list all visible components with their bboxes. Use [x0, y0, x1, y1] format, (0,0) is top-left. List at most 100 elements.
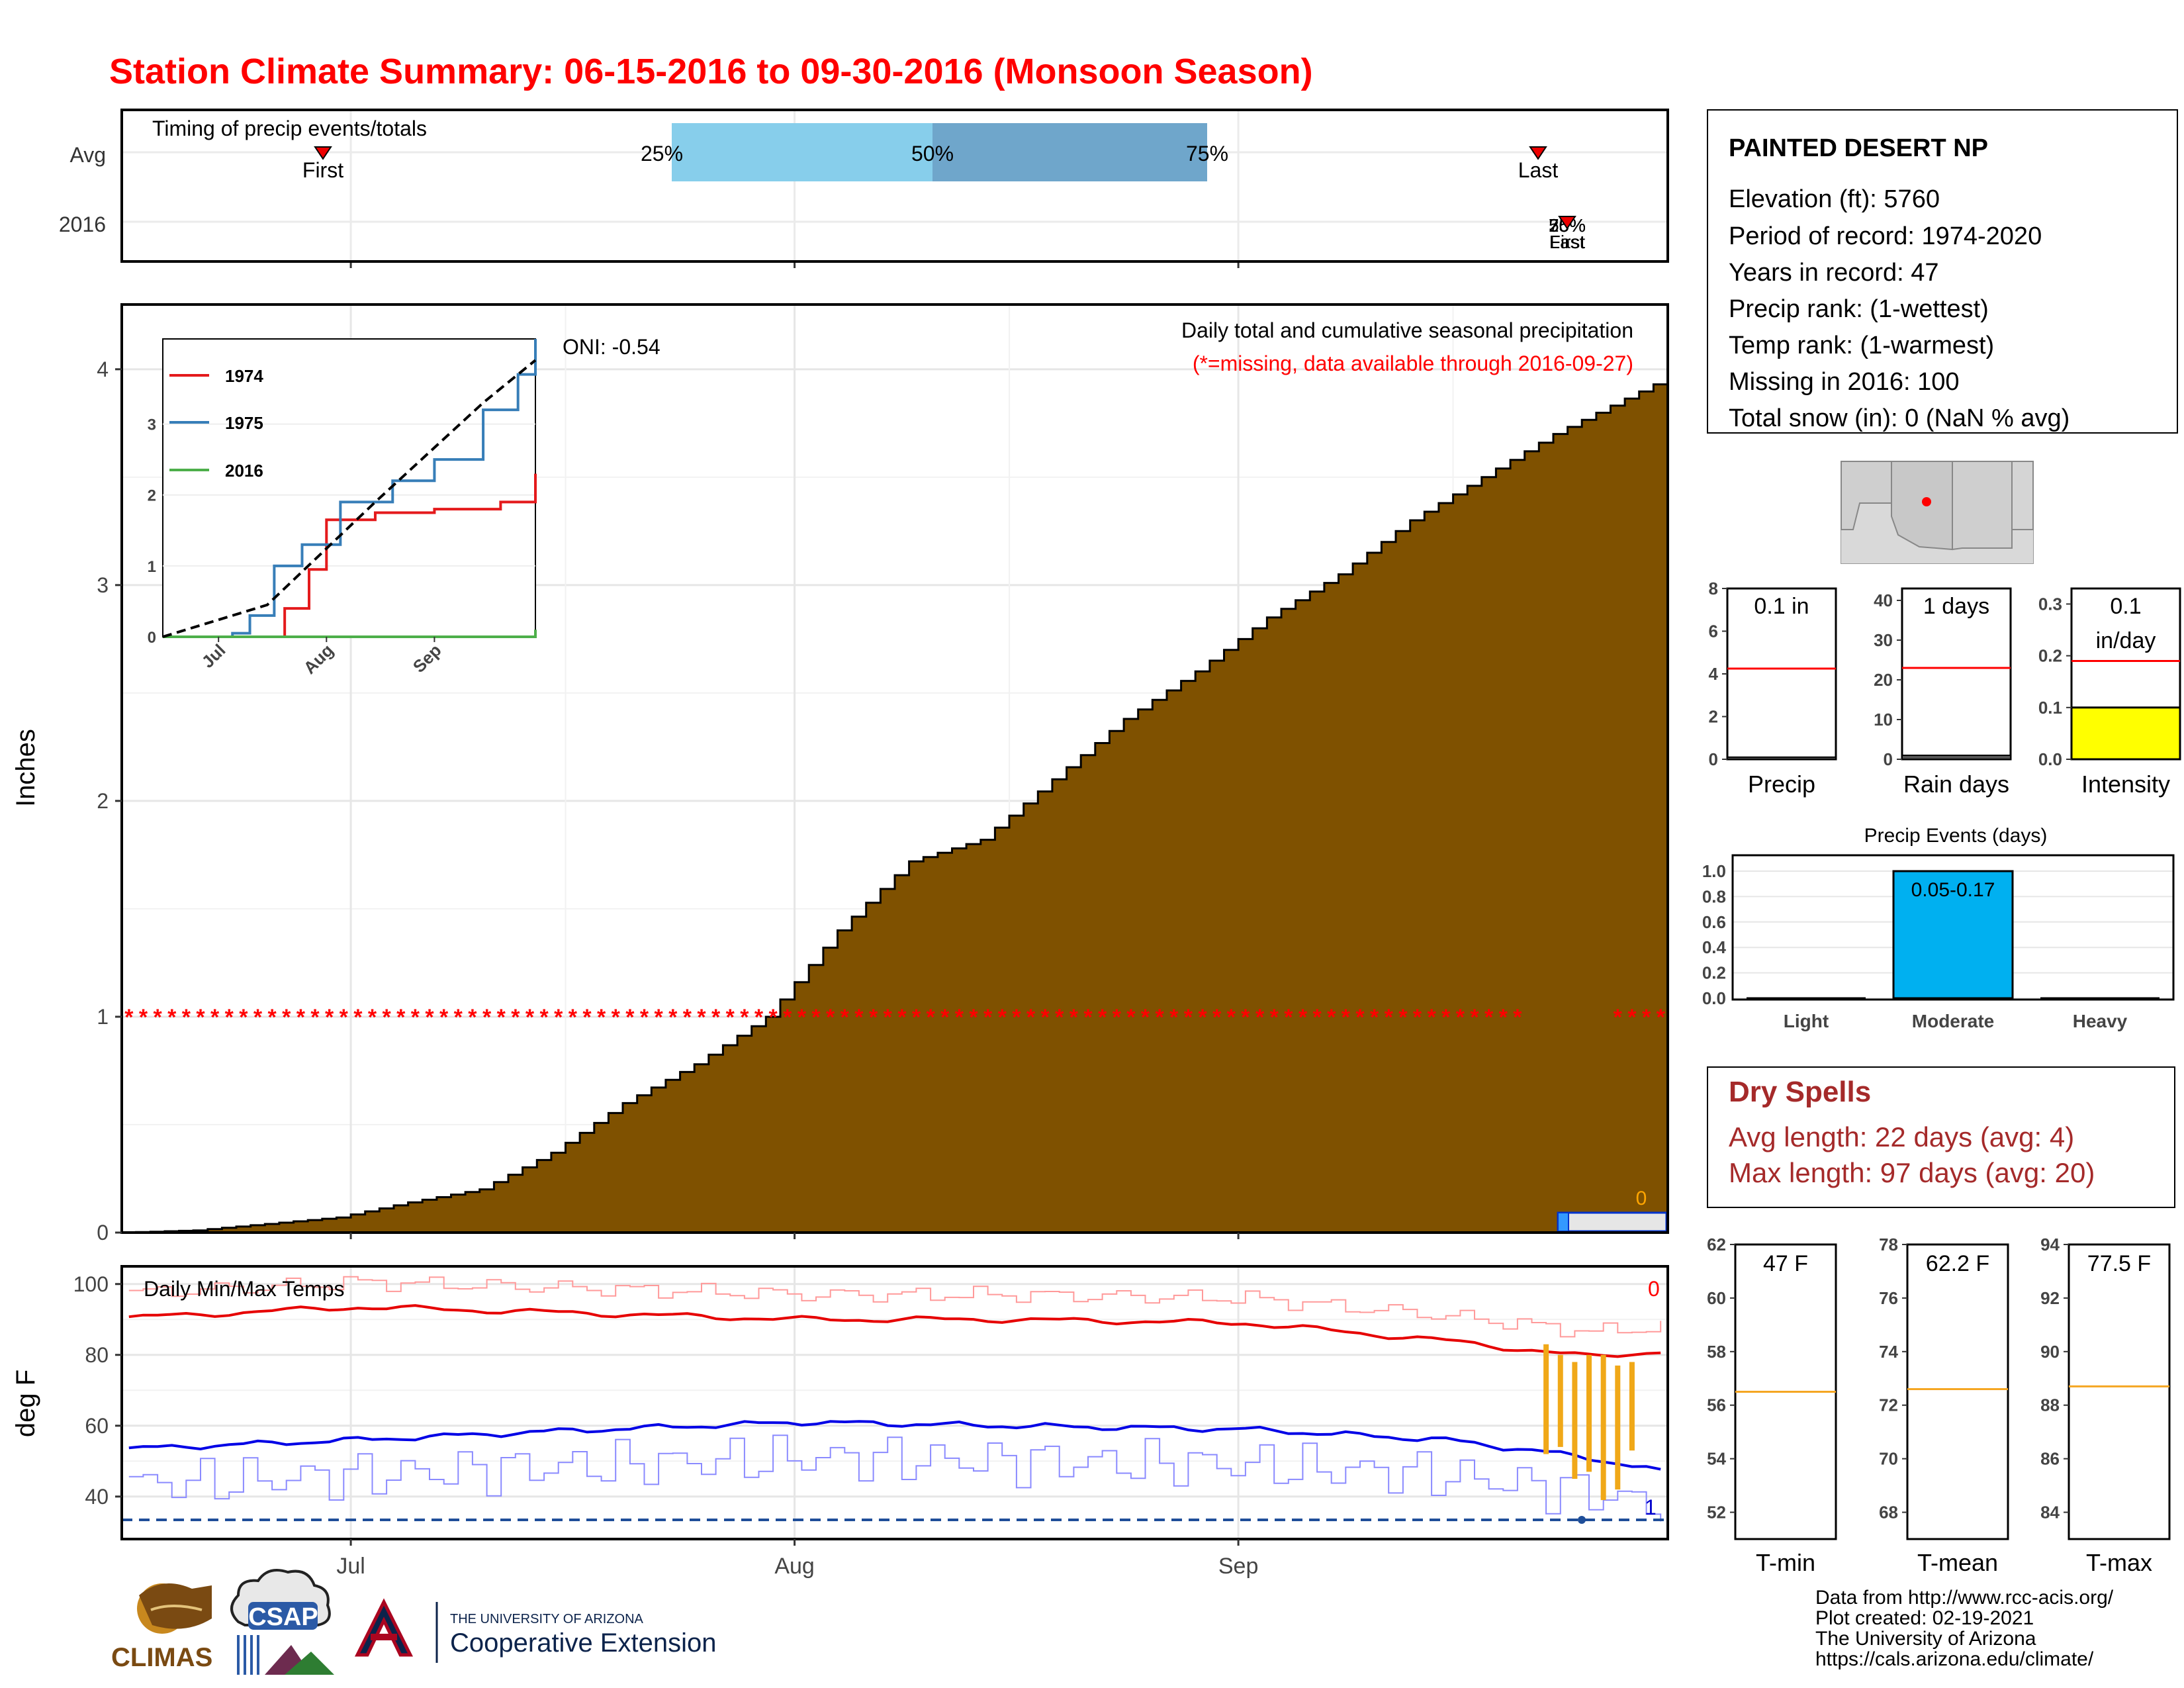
tmax-ytick: 90 [2040, 1342, 2060, 1362]
rain-days-ytick: 40 [1874, 590, 1893, 610]
missing-marker: * [1470, 1005, 1479, 1030]
tmin-ytick: 52 [1707, 1503, 1726, 1523]
climas-logo-text: CLIMAS [111, 1643, 212, 1672]
station-line-2: Period of record: 1974-2020 [1729, 222, 2042, 250]
precip-ytick: 2 [97, 789, 109, 813]
missing-marker: * [998, 1005, 1007, 1030]
dry-spells-avg: Avg length: 22 days (avg: 4) [1729, 1121, 2074, 1152]
missing-marker: * [1427, 1005, 1436, 1030]
pct-bar-50-75 [933, 123, 1207, 181]
precip-ytick: 0 [1709, 749, 1718, 769]
inset-series-line [163, 473, 537, 638]
timing-row-2016: 2016 [59, 212, 106, 236]
cumulative-precip-area [122, 383, 1669, 1234]
events-bar-moderate [1892, 870, 2014, 1000]
missing-marker: * [368, 1005, 377, 1030]
credit-line-2: Plot created: 02-19-2021 [1815, 1607, 2034, 1629]
month-xtick: Sep [1218, 1554, 1259, 1579]
missing-marker: * [625, 1005, 635, 1030]
tmean-ytick: 68 [1879, 1503, 1898, 1523]
precip-label: Precip [1748, 771, 1815, 798]
precip-panel: * * * * * * * * * * * * * * * * * * * * * * * * * * * * * * * * * * * * * * * *… [11, 303, 1669, 1244]
missing-marker: * [1385, 1005, 1394, 1030]
last-marker-icon [1529, 146, 1547, 160]
tmean-ytick: 70 [1879, 1449, 1898, 1469]
missing-marker: * [396, 1005, 406, 1030]
missing-marker: * [468, 1005, 477, 1030]
tmax-value: 77.5 F [2087, 1251, 2151, 1276]
missing-marker: * [1270, 1005, 1279, 1030]
csap-logo: CSAP [230, 1569, 334, 1675]
tmean-value: 62.2 F [1926, 1251, 1989, 1276]
station-line-3: Years in record: 47 [1729, 259, 1939, 287]
missing-marker: * [797, 1005, 807, 1030]
missing-marker: * [1284, 1005, 1293, 1030]
missing-marker: * [955, 1005, 964, 1030]
missing-marker: * [940, 1005, 950, 1030]
tmin-label: T-min [1756, 1549, 1815, 1576]
missing-marker: * [497, 1005, 506, 1030]
missing-marker: * [554, 1005, 563, 1030]
precip-ylabel: Inches [11, 729, 40, 807]
inset-series-line [163, 339, 537, 638]
missing-marker: * [383, 1005, 392, 1030]
station-line-7: Total snow (in): 0 (NaN % avg) [1729, 404, 2070, 432]
climas-logo: CLIMAS [111, 1583, 212, 1672]
missing-marker: * [1355, 1005, 1365, 1030]
missing-marker: * [1298, 1005, 1308, 1030]
missing-marker: * [411, 1005, 420, 1030]
pct-label-50: 50% [911, 142, 954, 165]
station-line-6: Missing in 2016: 100 [1729, 368, 1960, 396]
missing-marker: * [511, 1005, 520, 1030]
ua-logo: THE UNIVERSITY OF ARIZONA Cooperative Ex… [354, 1598, 716, 1663]
precip-ytick: 0 [97, 1221, 109, 1244]
pct-label-75: 75% [1186, 142, 1228, 165]
missing-marker: * [597, 1005, 606, 1030]
missing-marker: * [683, 1005, 692, 1030]
record-max-line [128, 1276, 1662, 1338]
inset-legend: 1974 1975 2016 [169, 366, 263, 481]
intensity-value: in/day [2096, 628, 2156, 653]
events-ytick: 1.0 [1702, 861, 1726, 881]
missing-marker: * [1184, 1005, 1193, 1030]
missing-marker: * [926, 1005, 935, 1030]
missing-marker: * [1169, 1005, 1179, 1030]
dry-spells-box: Dry Spells Avg length: 22 days (avg: 4) … [1707, 1066, 2175, 1208]
precip-bar [1727, 756, 1837, 761]
inset-ytick: 3 [148, 416, 156, 434]
missing-marker: * [454, 1005, 463, 1030]
missing-marker: * [811, 1005, 821, 1030]
missing-day-markers: * * * * * * * * * * * * * * * * * * * * * * * * * * * * * * * * * * * * * * * *… [124, 1005, 1665, 1030]
missing-marker: * [1370, 1005, 1379, 1030]
svg-text:Last: Last [1550, 232, 1585, 252]
seasonal-total-bars: 0 2 4 6 8 0.1 in Precip 0 10 20 30 40 1 days Rain day… [1709, 579, 2181, 798]
missing-marker: * [1055, 1005, 1064, 1030]
tmin-ytick: 54 [1707, 1449, 1726, 1469]
timing-label: Timing of precip events/totals [152, 117, 427, 140]
missing-marker: * [1227, 1005, 1236, 1030]
tmax-ytick: 94 [2040, 1235, 2060, 1254]
intensity-bar [2070, 706, 2181, 761]
main-subtitle: Daily total and cumulative seasonal prec… [1181, 318, 1633, 342]
record-min-line [128, 1434, 1662, 1522]
current-precip-marker [1557, 1212, 1569, 1232]
tmean-ytick: 76 [1879, 1288, 1898, 1308]
timing-row-avg: Avg [69, 143, 106, 167]
rain-days-ytick: 0 [1884, 749, 1893, 769]
missing-marker: * [296, 1005, 306, 1030]
events-xtick: Moderate [1912, 1011, 1994, 1031]
last-label: Last [1518, 158, 1559, 182]
avg-max-temp-line [128, 1304, 1661, 1358]
intensity-value: 0.1 [2110, 594, 2141, 619]
missing-marker: * [253, 1005, 263, 1030]
missing-marker: * [1441, 1005, 1451, 1030]
missing-marker: * [1083, 1005, 1093, 1030]
daily-temp-range-bars [1543, 1344, 1635, 1501]
precip-ytick: 4 [1709, 664, 1719, 684]
missing-marker: * [210, 1005, 220, 1030]
missing-marker: * [1398, 1005, 1408, 1030]
intensity-ytick: 0.0 [2038, 749, 2062, 769]
missing-marker: * [969, 1005, 978, 1030]
